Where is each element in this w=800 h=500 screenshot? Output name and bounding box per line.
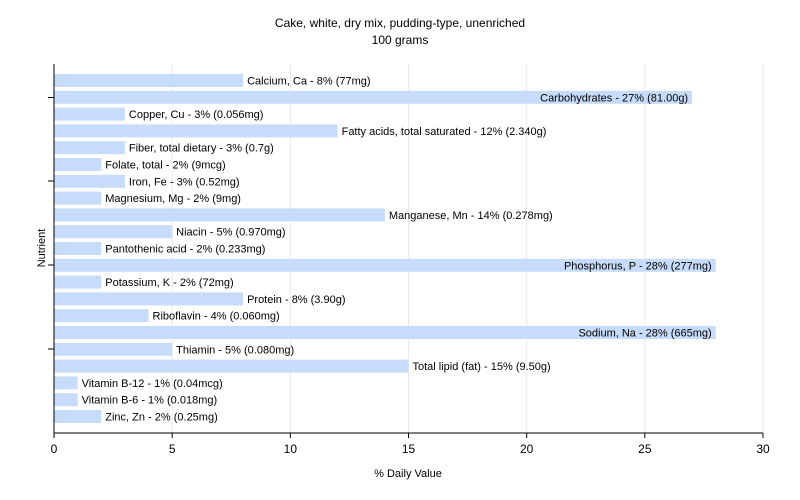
bar-label: Copper, Cu - 3% (0.056mg) <box>129 109 264 121</box>
bar <box>54 225 173 239</box>
bar-label: Thiamin - 5% (0.080mg) <box>176 344 294 356</box>
bar <box>54 107 125 121</box>
bar-label: Iron, Fe - 3% (0.52mg) <box>129 176 240 188</box>
chart-title: Cake, white, dry mix, pudding-type, unen… <box>275 16 525 30</box>
x-tick-label: 30 <box>756 442 770 456</box>
bar-label: Fatty acids, total saturated - 12% (2.34… <box>342 126 547 138</box>
x-tick-label: 25 <box>638 442 652 456</box>
bar-label: Manganese, Mn - 14% (0.278mg) <box>389 210 553 222</box>
bar-label: Potassium, K - 2% (72mg) <box>105 277 233 289</box>
chart-subtitle: 100 grams <box>372 33 429 47</box>
bar-label: Folate, total - 2% (9mcg) <box>105 160 225 172</box>
bar <box>54 208 385 222</box>
bar-label: Vitamin B-12 - 1% (0.04mcg) <box>82 378 223 390</box>
bar-label: Fiber, total dietary - 3% (0.7g) <box>129 143 274 155</box>
bar <box>54 393 78 407</box>
bar-label: Carbohydrates - 27% (81.00g) <box>540 92 688 104</box>
bar <box>54 292 244 306</box>
bar <box>54 174 125 188</box>
bar <box>54 309 149 323</box>
bar <box>54 258 716 272</box>
bar <box>54 191 102 205</box>
x-tick-label: 15 <box>402 442 416 456</box>
bar <box>54 275 102 289</box>
bar <box>54 158 102 171</box>
bar-label: Total lipid (fat) - 15% (9.50g) <box>413 361 551 373</box>
x-ticks: 0 5 10 15 20 25 30 <box>51 433 770 456</box>
bar-label: Sodium, Na - 28% (665mg) <box>578 328 711 340</box>
bar-label: Phosphorus, P - 28% (277mg) <box>564 260 712 272</box>
bars: Calcium, Ca - 8% (77mg) Carbohydrates - 2… <box>54 74 716 424</box>
bar <box>54 124 338 138</box>
bar <box>54 242 102 255</box>
x-tick-label: 10 <box>284 442 298 456</box>
bar <box>54 376 78 390</box>
x-tick-label: 5 <box>169 442 176 456</box>
bar-label: Riboflavin - 4% (0.060mg) <box>153 311 280 323</box>
x-tick-label: 0 <box>51 442 58 456</box>
x-axis-label: % Daily Value <box>374 468 442 480</box>
bar-label: Protein - 8% (3.90g) <box>247 294 345 306</box>
bar <box>54 90 693 104</box>
bar <box>54 74 244 87</box>
bar <box>54 410 102 423</box>
bar-label: Pantothenic acid - 2% (0.233mg) <box>105 244 265 256</box>
bar-label: Magnesium, Mg - 2% (9mg) <box>105 193 241 205</box>
bar <box>54 141 125 155</box>
bar <box>54 359 409 373</box>
bar-label: Vitamin B-6 - 1% (0.018mg) <box>82 395 218 407</box>
x-tick-label: 20 <box>520 442 534 456</box>
bar-label: Calcium, Ca - 8% (77mg) <box>247 76 370 88</box>
bar <box>54 342 173 356</box>
bar-label: Niacin - 5% (0.970mg) <box>176 227 285 239</box>
bar <box>54 326 716 339</box>
bar-label: Zinc, Zn - 2% (0.25mg) <box>105 412 217 424</box>
y-axis-label: Nutrient <box>36 229 48 268</box>
